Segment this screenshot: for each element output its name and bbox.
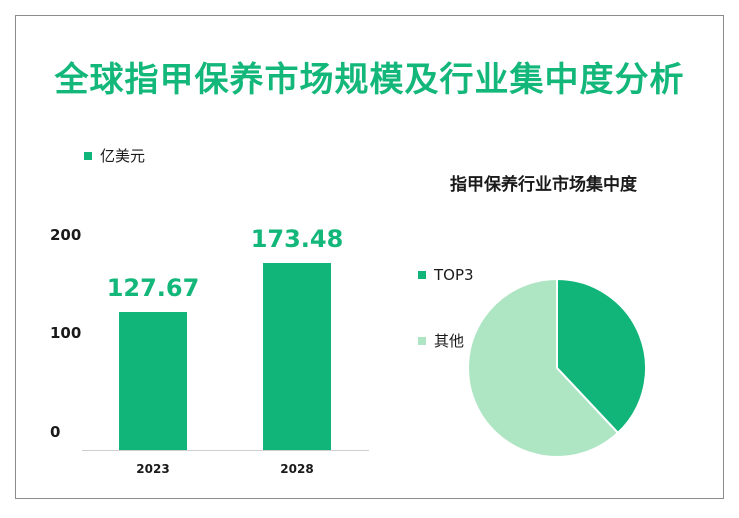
legend-swatch-other: [418, 336, 426, 345]
data-label-2023: 127.67: [106, 274, 200, 303]
pie-chart: [467, 278, 647, 458]
bar-legend: 亿美元: [84, 145, 145, 166]
y-tick-0: 0: [50, 423, 61, 441]
pie-legend-other-label: 其他: [434, 332, 465, 350]
legend-swatch-bar: [84, 151, 92, 160]
x-tick-2028: 2028: [280, 462, 314, 476]
data-label-2028: 173.48: [250, 224, 344, 253]
pie-slice-top3: [556, 278, 647, 435]
pie-slice-other: [467, 278, 620, 458]
page-title: 全球指甲保养市场规模及行业集中度分析: [54, 60, 685, 100]
y-tick-200: 200: [50, 226, 82, 244]
bar-2028: [263, 262, 331, 450]
pie-legend-top3-label: TOP3: [434, 266, 474, 284]
y-tick-100: 100: [50, 324, 82, 342]
bar-legend-label: 亿美元: [100, 147, 146, 165]
legend-swatch-top3: [418, 271, 426, 279]
x-tick-2023: 2023: [136, 462, 170, 476]
bar-2023: [119, 312, 187, 450]
x-axis-line: [82, 450, 369, 451]
pie-title: 指甲保养行业市场集中度: [450, 175, 637, 195]
pie-legend-other: 其他: [418, 330, 464, 351]
pie-legend-top3: TOP3: [418, 266, 474, 284]
